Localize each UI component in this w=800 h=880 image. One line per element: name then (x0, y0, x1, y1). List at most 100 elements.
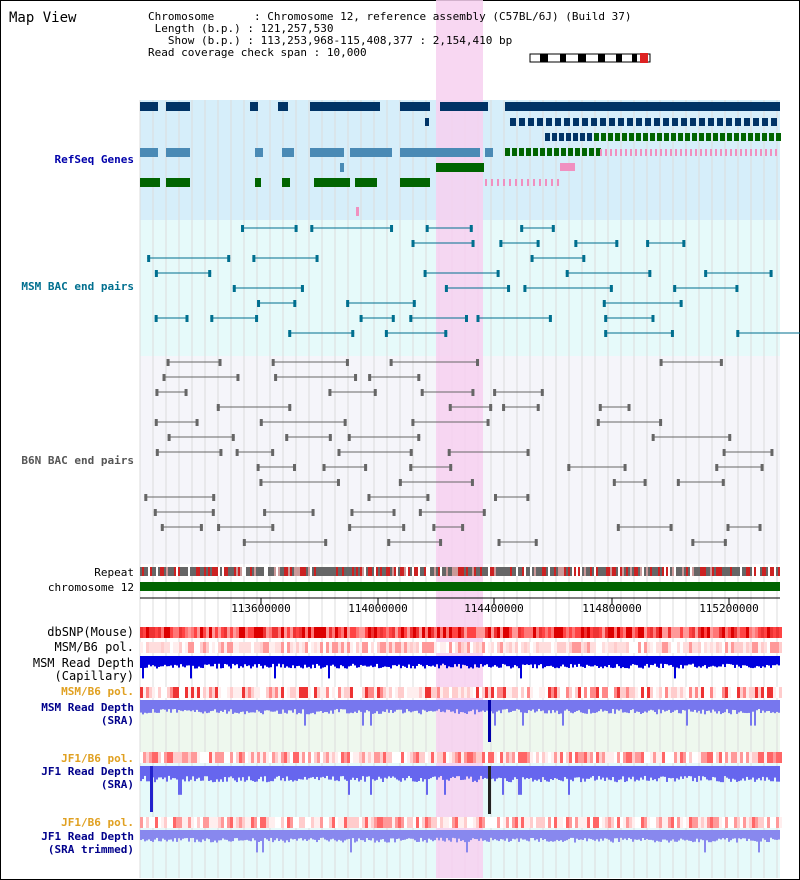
msm-pol-strip (647, 642, 650, 653)
msm-depth-capillary-bar (588, 656, 590, 666)
msm-depth-capillary-bar (622, 656, 624, 668)
jf1-pol-trim-strip (593, 817, 596, 828)
chromosome-bar (140, 582, 780, 591)
jf1-depth-sra-bar (316, 766, 318, 777)
repeat-mark (168, 567, 170, 576)
repeat-mark (584, 567, 586, 576)
msm-pol-sra-strip (149, 687, 152, 698)
msm-depth-sra-bar (420, 700, 422, 715)
msm-pol-sra-strip (155, 687, 158, 698)
jf1-depth-sra-bar (308, 766, 310, 779)
jf1-pol-strip (542, 752, 545, 763)
dbsnp-strip (152, 627, 155, 638)
msm-bac-pair (310, 225, 314, 232)
jf1-depth-trim-bar (774, 830, 776, 840)
jf1-depth-trim-bar (260, 830, 262, 841)
msm-pol-strip (221, 642, 224, 653)
jf1-pol-strip (587, 752, 590, 763)
msm-pol-strip (689, 642, 692, 653)
jf1-depth-sra-bar (398, 766, 400, 781)
msm-depth-sra-bar (526, 700, 528, 714)
jf1-depth-trim-bar (474, 830, 476, 840)
repeat-mark (188, 567, 190, 576)
msm-depth-capillary-bar (402, 656, 404, 666)
repeat-mark (488, 567, 490, 576)
b6n-bac-label[interactable]: B6N BAC end pairs (21, 454, 134, 467)
repeat-mark (338, 567, 340, 576)
dbsnp-strip (560, 627, 563, 638)
msm-pol-sra-strip (500, 687, 503, 698)
jf1-depth-sra-bar (388, 766, 390, 777)
repeat-mark (466, 567, 468, 576)
msm-depth-sra-bar (376, 700, 378, 712)
repeat-mark (476, 567, 478, 576)
refseq-gene (713, 133, 718, 141)
repeat-mark (586, 567, 588, 576)
jf1-pol-strip (443, 752, 446, 763)
jf1-pol-strip (299, 752, 302, 763)
jf1-pol-strip (692, 752, 695, 763)
msm-depth-capillary-bar (282, 656, 284, 665)
msm-bac-pair (391, 315, 395, 322)
jf1-depth-sra-bar (242, 766, 244, 778)
refseq-gene (519, 118, 525, 126)
msm-depth-capillary-bar (160, 656, 162, 667)
dbsnp-strip (515, 627, 518, 638)
msm-pol-sra-strip (359, 687, 362, 698)
msm-bac-label[interactable]: MSM BAC end pairs (21, 280, 134, 293)
jf1-pol-trim-strip (335, 817, 338, 828)
b6n-bac-pair (497, 539, 501, 546)
repeat-mark (752, 567, 754, 576)
msm-depth-sra-bar (666, 700, 668, 711)
jf1-depth-sra-bar (642, 766, 644, 780)
msm-depth-sra-bar (508, 700, 510, 713)
jf1-depth-trim-bar (662, 830, 664, 840)
msm-depth-capillary-bar (408, 656, 410, 665)
msm-pol-strip (293, 642, 296, 653)
b6n-bac-pair (345, 359, 349, 366)
dbsnp-strip (266, 627, 269, 638)
jf1-depth-trim-bar (242, 830, 244, 841)
repeat-mark (230, 567, 232, 576)
jf1-depth-trim-bar (492, 830, 494, 841)
repeat-mark (360, 567, 362, 576)
msm-pol-sra-strip (302, 687, 305, 698)
msm-depth-sra-bar (762, 700, 764, 711)
refseq-gene (760, 149, 762, 156)
msm-depth-capillary-bar (632, 656, 634, 665)
dbsnp-strip (650, 627, 653, 638)
msm-pol-strip (560, 642, 563, 653)
dbsnp-strip (170, 627, 173, 638)
repeat-mark (226, 567, 228, 576)
msm-bac-pair (257, 300, 261, 307)
msm-pol-strip (140, 642, 143, 653)
msm-depth-capillary-bar (184, 656, 186, 668)
jf1-depth-sra-bar (732, 766, 734, 779)
jf1-pol-strip (482, 752, 485, 763)
msm-pol-sra-strip (647, 687, 650, 698)
msm-depth-sra-bar (286, 700, 288, 714)
jf1-depth-sra-bar (620, 766, 622, 780)
msm-pol-strip (338, 642, 341, 653)
refseq-gene (627, 118, 633, 126)
msm-pol-strip (356, 642, 359, 653)
msm-pol-strip (536, 642, 539, 653)
msm-depth-sra-bar (548, 700, 550, 711)
msm-pol-sra-strip (401, 687, 404, 698)
refseq-genes-label[interactable]: RefSeq Genes (54, 153, 134, 166)
repeat-mark (486, 567, 488, 576)
msm-depth-capillary-bar (332, 656, 334, 665)
msm-depth-capillary-bar (356, 656, 358, 668)
jf1-depth-trim-bar (216, 830, 218, 843)
msm-pol-sra-strip (572, 687, 575, 698)
msm-depth-sra-bar (428, 700, 430, 712)
msm-pol-strip (299, 642, 302, 653)
b6n-bac-pair (343, 419, 347, 426)
jf1-depth-trim-bar (628, 830, 630, 839)
msm-bac-pair (615, 240, 619, 247)
msm-depth-sra-bar (414, 700, 416, 711)
jf1-depth-trim-bar (698, 830, 700, 843)
jf1-depth-trim-bar (218, 830, 220, 841)
msm-depth-capillary-bar (584, 656, 586, 668)
